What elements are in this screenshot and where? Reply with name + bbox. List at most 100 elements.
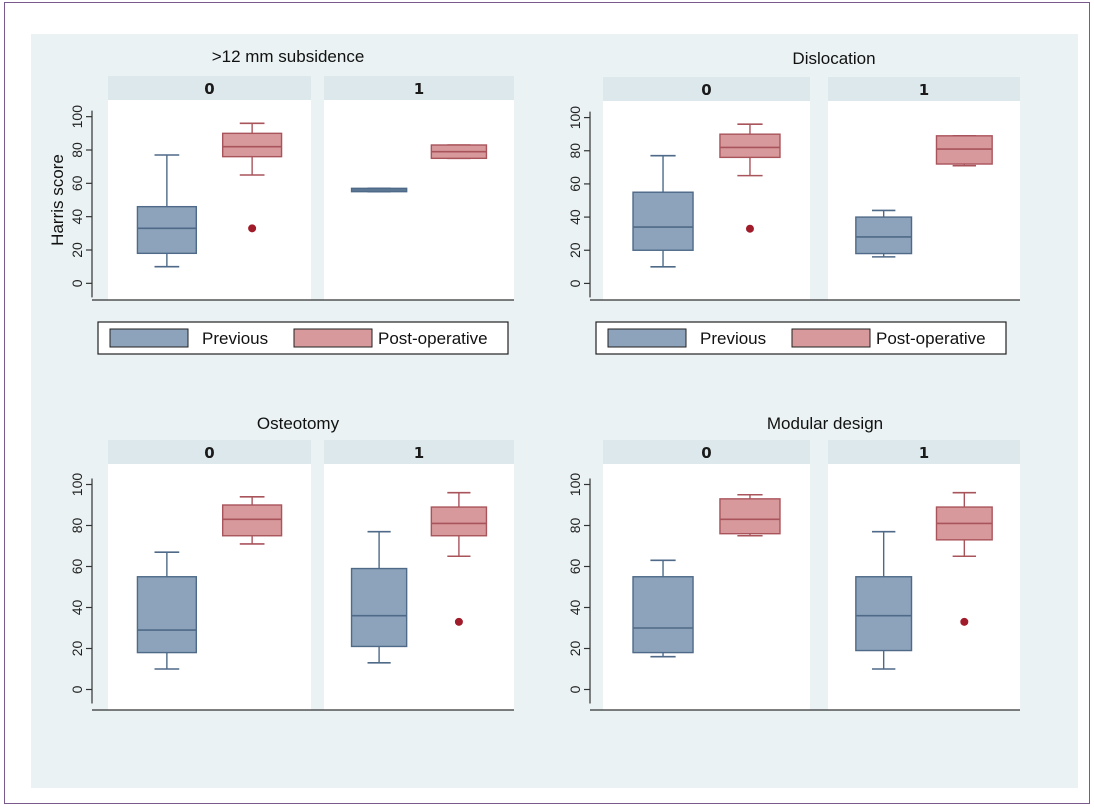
y-tick-label: 60 xyxy=(567,559,583,575)
box-previous xyxy=(136,551,198,670)
y-tick-label: 100 xyxy=(567,473,583,497)
facet-0: 0 xyxy=(603,440,810,710)
y-tick-label: 20 xyxy=(69,641,85,657)
facet-strip-label: 0 xyxy=(701,444,711,462)
y-tick-label: 100 xyxy=(567,106,583,130)
panel-title: Modular design xyxy=(767,414,883,433)
box-previous xyxy=(350,187,408,193)
box-previous xyxy=(632,154,694,268)
facet-strip xyxy=(828,77,1020,101)
box-iqr xyxy=(430,506,488,537)
box-iqr xyxy=(136,576,198,654)
legend: Previous Post-operative xyxy=(595,321,1007,355)
y-tick-label: 40 xyxy=(567,209,583,225)
facet-0: 0 xyxy=(108,76,311,300)
y-tick-label: 20 xyxy=(567,641,583,657)
facet-strip xyxy=(324,76,514,100)
box-iqr xyxy=(719,133,781,159)
y-axis: 0 20 40 60 80 100 xyxy=(69,473,514,711)
y-tick-label: 60 xyxy=(69,559,85,575)
facet-1: 1 xyxy=(828,440,1020,710)
box-post-operative xyxy=(935,135,993,167)
facet-0: 0 xyxy=(108,440,311,710)
facet-strip xyxy=(108,440,311,464)
y-tick-label: 0 xyxy=(567,685,583,693)
box-post-operative xyxy=(719,493,781,537)
facet-strip xyxy=(603,77,810,101)
facet-plot-area xyxy=(828,101,1020,300)
y-axis: 0 20 40 60 80 100 Harris score xyxy=(48,105,514,301)
box-iqr xyxy=(632,576,694,654)
box-previous xyxy=(136,154,198,268)
facet-1: 1 xyxy=(324,76,514,300)
y-tick-label: 40 xyxy=(69,209,85,225)
facet-strip-label: 0 xyxy=(204,80,214,98)
facet-strip xyxy=(828,440,1020,464)
y-tick-label: 80 xyxy=(567,143,583,159)
box-iqr xyxy=(136,205,198,255)
box-iqr xyxy=(221,504,283,537)
box-previous xyxy=(855,530,913,670)
y-tick-label: 60 xyxy=(567,176,583,192)
box-iqr xyxy=(935,135,993,165)
facet-strip-label: 0 xyxy=(204,444,214,462)
facet-strip-label: 1 xyxy=(414,444,424,462)
facet-strip xyxy=(108,76,311,100)
outlier-point xyxy=(454,617,463,626)
box-iqr xyxy=(855,576,913,652)
legend-label-post-operative: Post-operative xyxy=(876,329,986,348)
legend-swatch-post-operative xyxy=(791,328,871,348)
y-axis-label: Harris score xyxy=(48,154,67,246)
facet-strip-label: 0 xyxy=(701,81,711,99)
box-previous xyxy=(855,209,913,258)
box-previous xyxy=(632,559,694,658)
facet-1: 1 xyxy=(324,440,514,710)
box-post-operative xyxy=(430,491,488,626)
box-post-operative xyxy=(430,144,488,160)
outlier-point xyxy=(960,617,969,626)
y-tick-label: 60 xyxy=(69,175,85,191)
legend-label-previous: Previous xyxy=(202,329,268,348)
box-post-operative xyxy=(719,123,781,233)
y-tick-label: 0 xyxy=(69,279,85,287)
y-tick-label: 0 xyxy=(567,279,583,287)
box-iqr xyxy=(632,191,694,251)
panel-title: Dislocation xyxy=(792,49,875,68)
y-tick-label: 20 xyxy=(69,242,85,258)
legend-swatch-previous xyxy=(109,328,189,348)
y-tick-label: 100 xyxy=(69,105,85,129)
facet-0: 0 xyxy=(603,77,810,300)
y-tick-label: 20 xyxy=(567,242,583,258)
legend-label-previous: Previous xyxy=(700,329,766,348)
y-tick-label: 0 xyxy=(69,685,85,693)
panel-title: Osteotomy xyxy=(257,414,340,433)
outlier-point xyxy=(248,224,257,233)
box-iqr xyxy=(719,498,781,535)
box-iqr xyxy=(855,216,913,255)
legend-label-post-operative: Post-operative xyxy=(378,329,488,348)
box-post-operative xyxy=(935,491,993,626)
legend: Previous Post-operative xyxy=(97,321,509,355)
facet-strip xyxy=(603,440,810,464)
y-tick-label: 40 xyxy=(69,600,85,616)
y-tick-label: 80 xyxy=(69,142,85,158)
panel-title: >12 mm subsidence xyxy=(212,47,365,66)
y-axis: 0 20 40 60 80 100 xyxy=(567,106,1020,301)
facet-plot-area xyxy=(324,100,514,300)
facet-plot-area xyxy=(108,100,311,300)
box-previous xyxy=(350,530,408,664)
box-post-operative xyxy=(221,122,283,233)
box-post-operative xyxy=(221,495,283,545)
facet-strip-label: 1 xyxy=(919,81,929,99)
y-tick-label: 80 xyxy=(69,518,85,534)
legend-swatch-previous xyxy=(607,328,687,348)
legend-swatch-post-operative xyxy=(293,328,373,348)
y-tick-label: 40 xyxy=(567,600,583,616)
facet-strip-label: 1 xyxy=(919,444,929,462)
y-axis: 0 20 40 60 80 100 xyxy=(567,473,1020,711)
y-tick-label: 100 xyxy=(69,473,85,497)
